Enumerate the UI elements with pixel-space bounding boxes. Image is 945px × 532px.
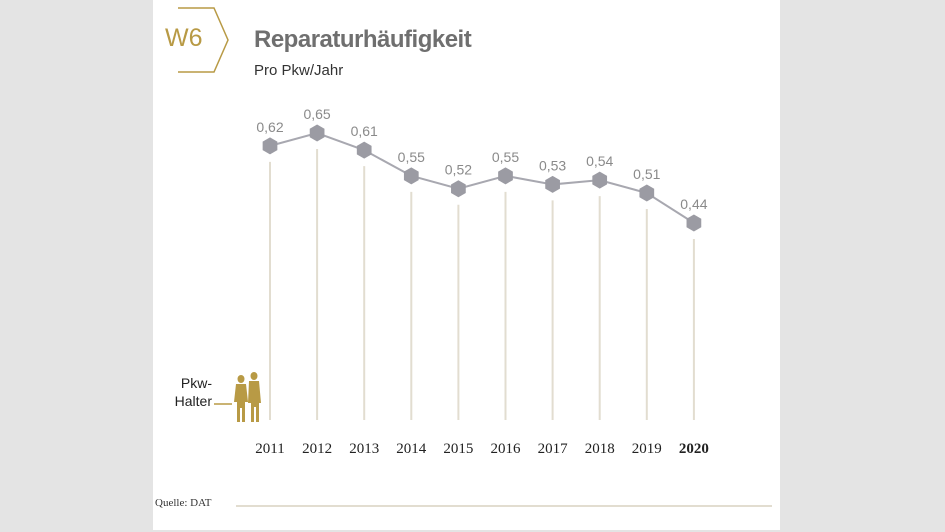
source-note: Quelle: DAT <box>155 497 212 509</box>
data-point <box>403 167 419 185</box>
holder-label: Pkw- Halter <box>168 374 212 410</box>
x-tick-label: 2017 <box>538 441 569 457</box>
data-label: 0,52 <box>445 162 472 178</box>
data-label: 0,55 <box>398 149 425 165</box>
x-tick-label: 2016 <box>491 441 522 457</box>
data-label: 0,55 <box>492 149 519 165</box>
holder-label-line-1: Pkw- <box>180 375 212 391</box>
chart-title: Reparaturhäufigkeit <box>254 26 472 53</box>
series-line <box>269 131 695 224</box>
data-label: 0,53 <box>539 157 566 173</box>
x-tick-label: 2014 <box>396 441 427 457</box>
data-label: 0,44 <box>680 196 707 212</box>
data-point <box>545 175 560 193</box>
data-point <box>451 180 466 198</box>
data-point <box>262 137 278 155</box>
data-point <box>356 141 372 159</box>
data-label: 0,65 <box>303 106 330 122</box>
x-tick-label: 2018 <box>585 441 615 457</box>
data-point <box>592 171 608 189</box>
data-label: 0,54 <box>586 153 613 169</box>
badge-chevron <box>178 7 229 73</box>
data-point <box>309 124 325 142</box>
x-tick-label: 2015 <box>443 441 473 457</box>
data-point <box>686 214 702 232</box>
data-label: 0,61 <box>351 123 378 139</box>
x-tick-label: 2012 <box>302 441 332 457</box>
x-tick-label: 2019 <box>632 441 662 457</box>
x-tick-label: 2020 <box>679 441 709 457</box>
chart-card <box>153 0 780 530</box>
chart-badge: W6 <box>165 24 203 52</box>
chart-subtitle: Pro Pkw/Jahr <box>254 62 344 79</box>
data-label: 0,62 <box>256 119 283 135</box>
data-point <box>639 184 655 202</box>
x-tick-label: 2013 <box>349 441 379 457</box>
x-tick-label: 2011 <box>255 441 284 457</box>
data-point <box>498 167 513 185</box>
holder-label-line-2: Halter <box>174 393 212 409</box>
data-label: 0,51 <box>633 166 660 182</box>
person-icon <box>214 372 261 422</box>
